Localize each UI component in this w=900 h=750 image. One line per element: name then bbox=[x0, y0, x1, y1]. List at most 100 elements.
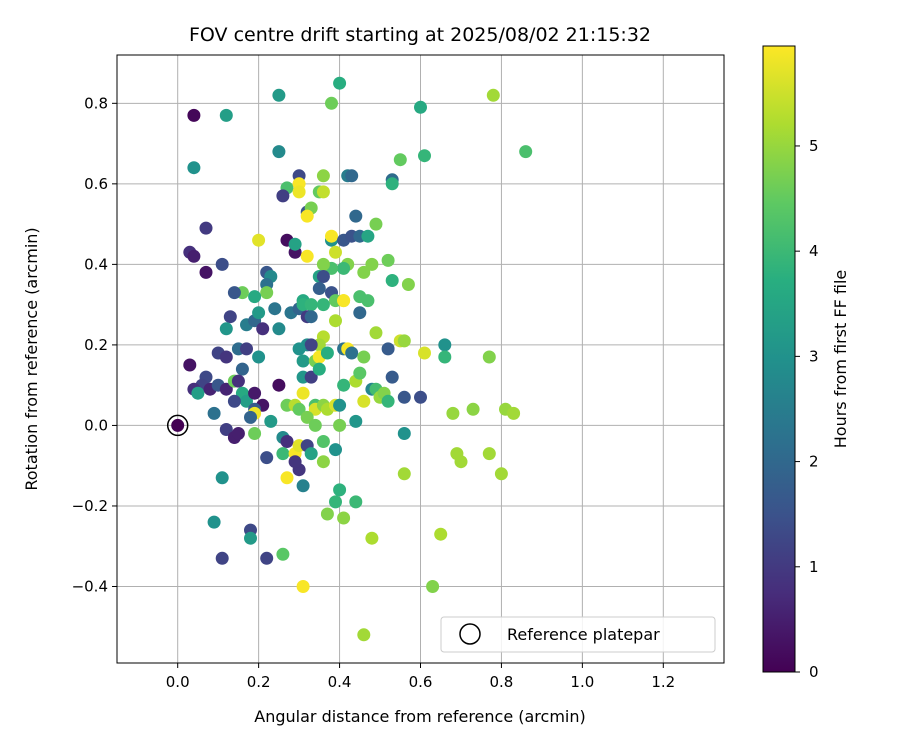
data-point bbox=[231, 427, 245, 440]
data-point bbox=[219, 423, 233, 436]
data-point bbox=[215, 471, 229, 485]
data-point bbox=[248, 290, 262, 304]
y-tick-label: 0.6 bbox=[84, 175, 108, 193]
data-point bbox=[361, 229, 375, 243]
data-point bbox=[292, 342, 306, 356]
data-point bbox=[240, 394, 253, 408]
data-point bbox=[276, 547, 290, 561]
reference-marker-ring bbox=[166, 414, 189, 437]
colorbar-tick-label: 0 bbox=[809, 663, 819, 681]
data-point bbox=[418, 149, 431, 163]
data-point bbox=[333, 418, 347, 432]
data-point bbox=[199, 221, 213, 235]
data-point bbox=[345, 346, 359, 360]
data-point bbox=[438, 338, 452, 352]
data-point bbox=[272, 145, 286, 159]
y-tick-label: −0.2 bbox=[72, 497, 108, 515]
data-point bbox=[227, 394, 241, 408]
data-point bbox=[308, 418, 322, 432]
data-point bbox=[349, 209, 363, 223]
data-point bbox=[252, 233, 266, 247]
data-point bbox=[260, 286, 274, 300]
colorbar: 0 1 2 3 4 5 Hours from first FF file bbox=[762, 45, 850, 681]
data-point bbox=[296, 580, 310, 593]
data-point bbox=[316, 169, 330, 183]
data-point bbox=[276, 189, 290, 203]
colorbar-ticks: 0 1 2 3 4 5 bbox=[795, 137, 819, 681]
data-point bbox=[357, 265, 371, 279]
data-point bbox=[252, 306, 266, 320]
data-point bbox=[316, 185, 330, 199]
data-point bbox=[300, 249, 314, 263]
data-point bbox=[418, 346, 431, 360]
data-point bbox=[414, 390, 427, 404]
data-point bbox=[215, 551, 229, 565]
data-point bbox=[381, 253, 395, 267]
y-tick-label: −0.4 bbox=[72, 577, 108, 595]
data-point bbox=[320, 346, 334, 360]
legend: Reference platepar bbox=[440, 616, 716, 653]
data-point bbox=[357, 628, 371, 642]
data-point bbox=[466, 402, 480, 416]
data-point bbox=[349, 495, 363, 509]
data-point bbox=[381, 394, 395, 408]
data-point bbox=[486, 88, 500, 102]
data-point bbox=[207, 406, 221, 420]
data-point bbox=[482, 350, 496, 364]
data-point bbox=[337, 261, 351, 275]
data-point bbox=[219, 382, 233, 396]
data-point bbox=[304, 447, 318, 461]
data-point bbox=[296, 479, 310, 493]
data-point bbox=[292, 402, 306, 416]
data-point bbox=[333, 398, 347, 412]
data-point bbox=[357, 394, 371, 408]
x-tick-label: 1.0 bbox=[570, 673, 594, 691]
data-point bbox=[337, 511, 351, 525]
data-point bbox=[268, 302, 282, 316]
x-tick-label: 0.2 bbox=[247, 673, 271, 691]
data-point bbox=[482, 447, 496, 461]
data-point bbox=[325, 96, 338, 110]
data-point bbox=[329, 314, 342, 328]
data-point bbox=[357, 350, 371, 364]
data-point bbox=[292, 185, 306, 199]
data-point bbox=[397, 390, 411, 404]
data-point bbox=[414, 100, 427, 114]
data-point bbox=[385, 274, 399, 287]
data-point bbox=[312, 362, 326, 376]
y-tick-label: 0.4 bbox=[84, 255, 108, 273]
data-point bbox=[244, 531, 257, 545]
data-point bbox=[248, 427, 262, 440]
data-point bbox=[337, 378, 351, 392]
data-point bbox=[219, 108, 233, 122]
data-point bbox=[304, 370, 318, 384]
data-point bbox=[276, 447, 290, 461]
data-point bbox=[494, 467, 508, 481]
colorbar-tick-label: 3 bbox=[809, 347, 819, 365]
data-point bbox=[272, 378, 286, 392]
data-point bbox=[235, 362, 249, 376]
data-point bbox=[304, 298, 318, 312]
data-point bbox=[316, 257, 330, 271]
data-point bbox=[329, 495, 342, 509]
data-point bbox=[349, 414, 363, 428]
data-point bbox=[329, 443, 342, 457]
data-point bbox=[183, 358, 197, 372]
data-point bbox=[280, 471, 294, 485]
data-point bbox=[438, 350, 452, 364]
data-point bbox=[365, 531, 379, 545]
data-point bbox=[446, 406, 460, 420]
y-tick-label: 0.2 bbox=[84, 336, 108, 354]
data-point bbox=[507, 406, 521, 420]
data-point bbox=[381, 342, 395, 356]
data-point bbox=[316, 455, 330, 469]
data-point bbox=[248, 386, 262, 400]
data-point bbox=[353, 366, 367, 380]
data-point bbox=[260, 451, 274, 465]
data-point bbox=[426, 580, 440, 593]
colorbar-tick-label: 4 bbox=[809, 242, 819, 260]
data-point bbox=[300, 410, 314, 424]
data-point bbox=[240, 342, 253, 356]
data-point bbox=[219, 322, 233, 336]
